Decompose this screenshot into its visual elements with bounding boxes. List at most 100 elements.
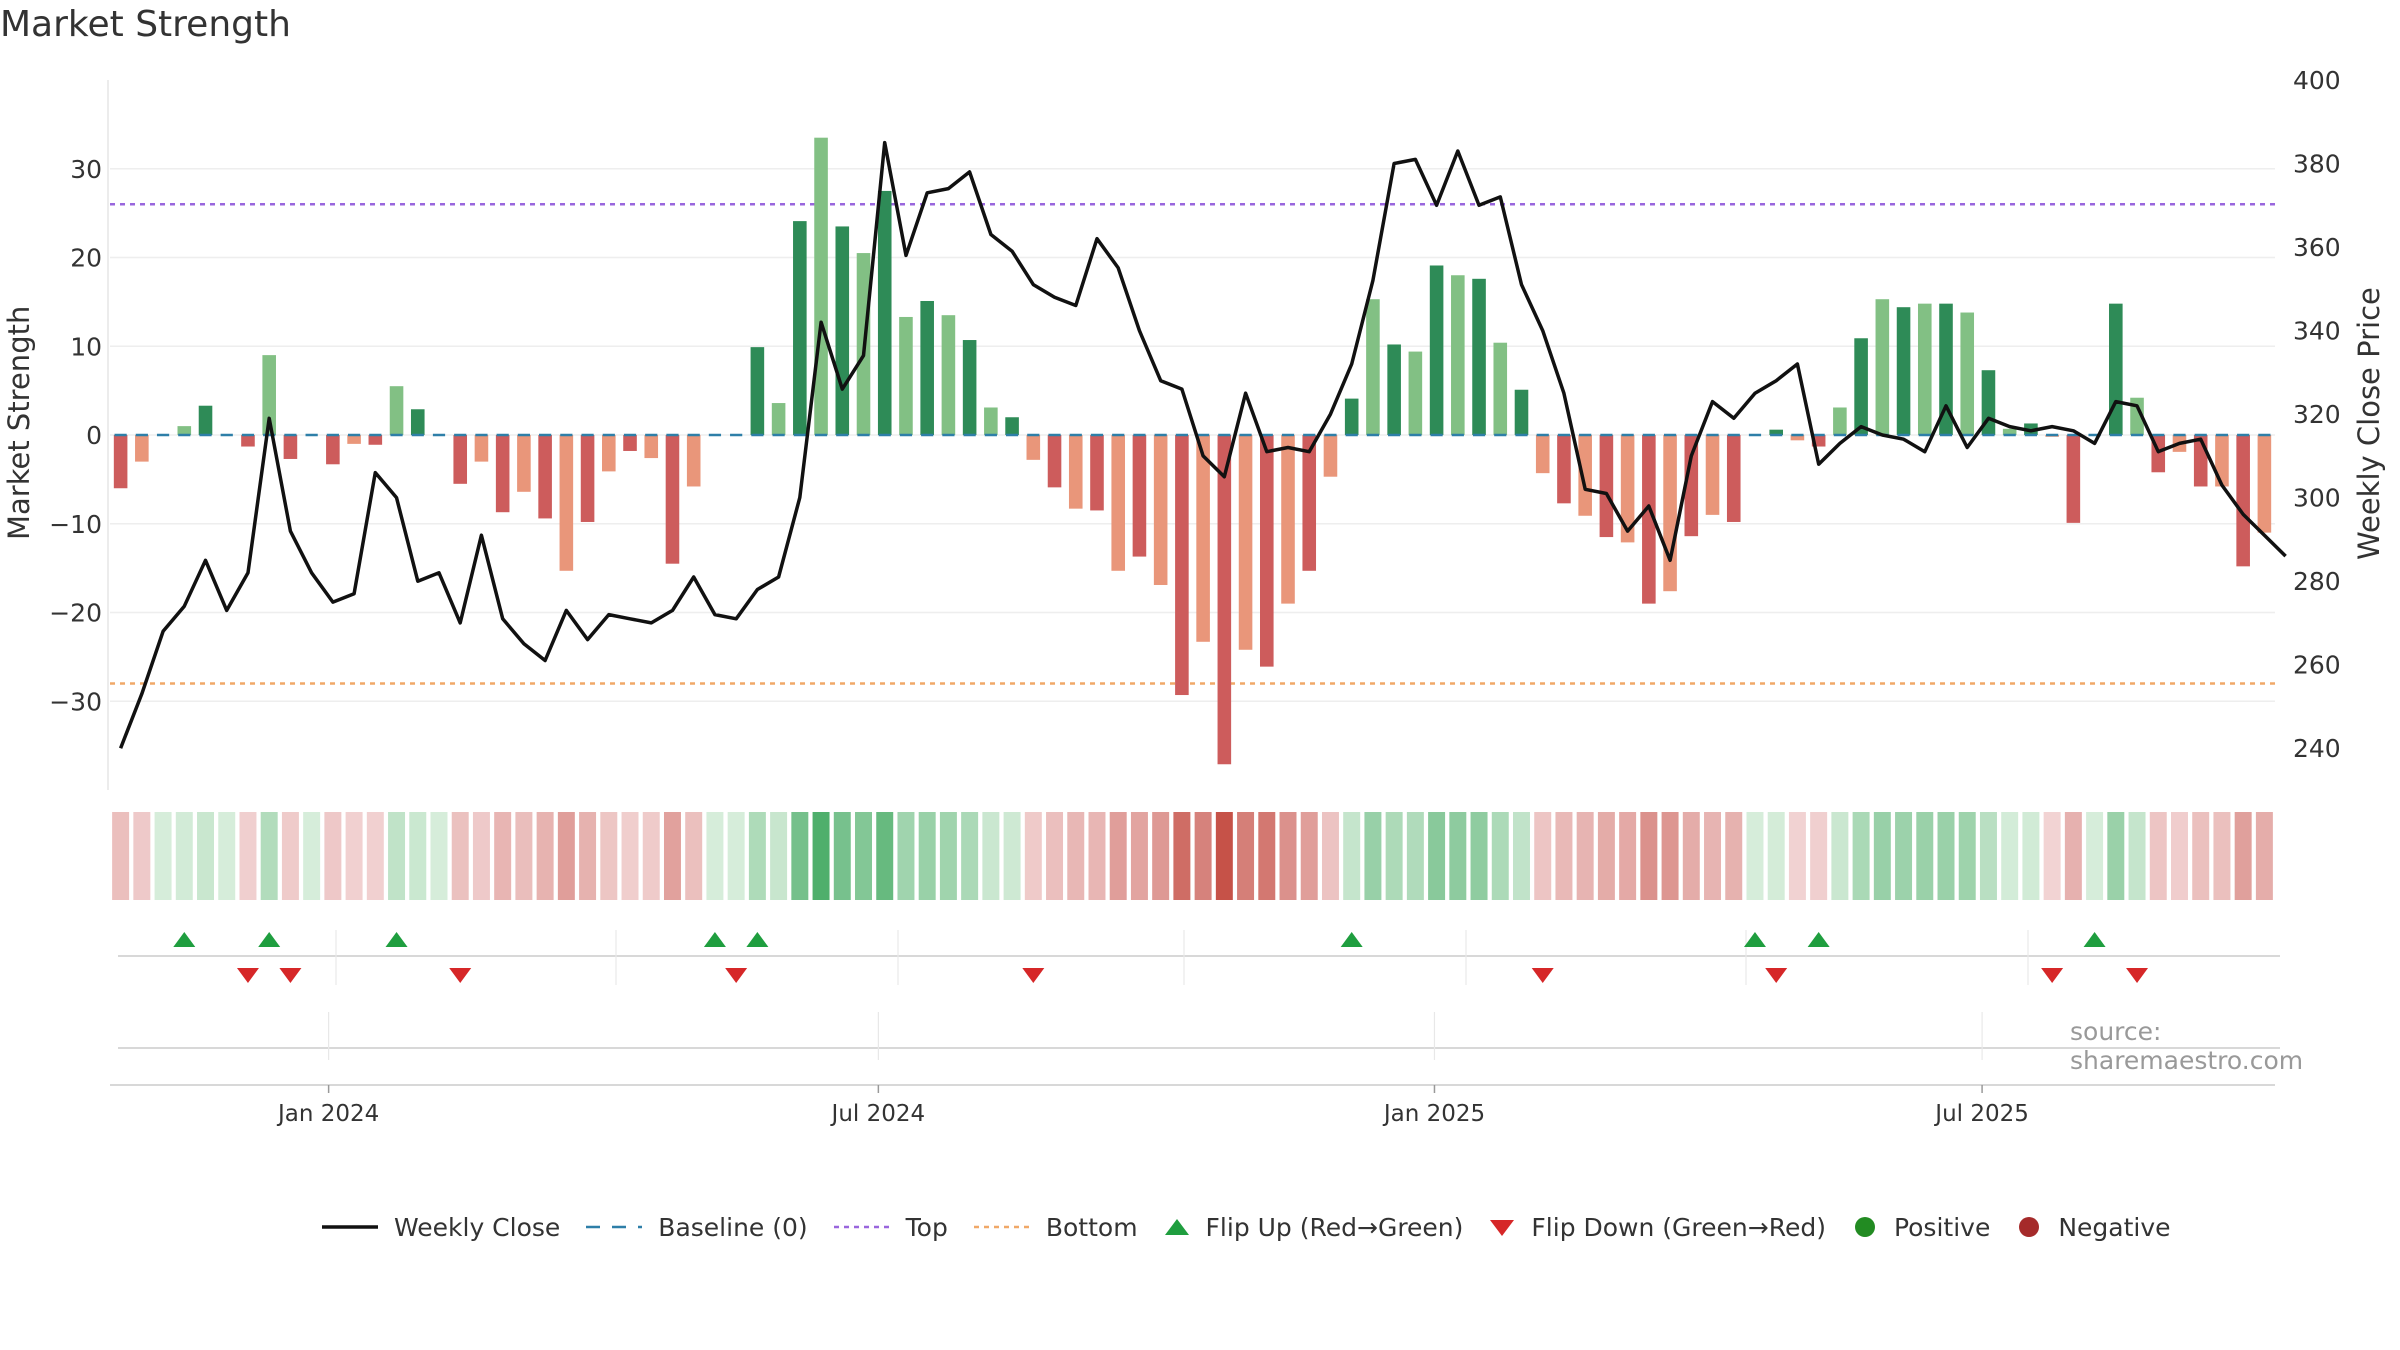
strength-bar [2257,435,2272,533]
flip-down-marker [2126,968,2149,983]
y-tick-label: 10 [70,332,102,361]
strength-bar [877,190,892,435]
heat-cell [876,812,894,900]
chart-title: Market Strength [0,4,291,45]
strength-bar [1302,435,1317,571]
legend-item-top: Top [832,1213,948,1242]
heat-cell [1173,812,1191,900]
y2-tick-label: 380 [2293,150,2341,179]
heat-cell [1873,812,1891,900]
heat-cell [2107,812,2125,900]
heat-cell [218,812,236,900]
strength-bar [1366,299,1380,435]
heat-cell [1682,812,1700,900]
heat-cell [430,812,448,900]
heat-cell [536,812,554,900]
y-axis-ticks: 30 20 10 0 −10 −20 −30 [49,155,102,717]
y2-tick-label: 340 [2293,317,2341,346]
heat-cell [2213,812,2231,900]
strength-bar [1960,312,1975,435]
strength-bar [1387,344,1401,435]
flip-down-marker [449,968,472,983]
heat-cell [1300,812,1318,900]
strength-bar [538,435,552,519]
flip-up-marker [258,932,281,947]
strength-bar [517,435,531,492]
heat-cell [1534,812,1552,900]
heat-cell [1746,812,1764,900]
strength-bar [2215,435,2229,487]
strength-bar [453,435,468,484]
y2-tick-label: 360 [2293,233,2341,262]
source-credit: source: sharemaestro.com [2070,1017,2304,1075]
strength-bar [793,221,807,435]
strength-bar [1578,435,1592,516]
strength-bar [1429,265,1444,435]
heat-cell [1555,812,1573,900]
strength-bar [1535,435,1550,474]
flip-up-marker [1743,932,1766,947]
threshold-lines [110,203,2275,685]
heat-cell [1895,812,1913,900]
heat-cell [303,812,321,900]
strength-bar [814,137,828,435]
heat-cell [1385,812,1403,900]
strength-bar [623,435,637,451]
heat-cell [897,812,915,900]
heat-cell [1109,812,1127,900]
strength-bar [1344,398,1359,435]
strength-bar [559,435,574,571]
legend-item-bottom: Bottom [972,1213,1138,1242]
strength-bar [2002,428,2017,435]
heat-cell [1215,812,1233,900]
heat-cell [1619,812,1637,900]
flip-down-marker [2041,968,2064,983]
strength-bar [1451,275,1465,435]
flip-up-marker [703,932,726,947]
strength-bar [2130,397,2144,435]
heat-cell [706,812,724,900]
heat-cell [1979,812,1997,900]
heat-cell [727,812,745,900]
strength-bar [1047,435,1062,488]
heat-cell [1725,812,1743,900]
strength-bar [410,409,425,435]
heat-cell [1597,812,1615,900]
strength-bar [1726,435,1741,522]
legend-label: Flip Down (Green→Red) [1531,1212,1826,1242]
strength-bar [135,435,149,462]
strength-bar [1875,299,1890,435]
flip-up-marker [1340,932,1363,947]
strength-bar [644,435,659,459]
strength-bar [920,300,934,435]
heat-cell [1024,812,1042,900]
grid-lines [107,80,2275,790]
strength-bar [1769,429,1783,435]
heat-cell [260,812,278,900]
heat-cell [2192,812,2210,900]
heat-cell [621,812,639,900]
heat-cell [2128,812,2146,900]
strength-bar [1281,435,1295,604]
legend-item-flip_down: Flip Down (Green→Red) [1487,1213,1826,1242]
strength-bar [326,435,340,465]
strength-bar [1068,435,1083,509]
y2-tick-label: 400 [2293,66,2341,95]
legend-item-negative: Negative [2014,1213,2171,1242]
strength-bar [1854,338,1868,435]
legend-swatch-top [833,1225,890,1229]
heat-cell [1704,812,1722,900]
heat-cell [1491,812,1509,900]
heat-cell [685,812,703,900]
strength-bar [1132,435,1147,557]
strength-bar [113,435,128,489]
flip-up-marker [173,932,196,947]
heat-cell [1406,812,1424,900]
heat-cell [1937,812,1955,900]
heat-cell [557,812,575,900]
heat-cell [1364,812,1382,900]
strength-bars [113,137,2272,765]
weekly-close-line [118,140,2287,749]
heat-cell [770,812,788,900]
strength-bar [580,435,595,522]
